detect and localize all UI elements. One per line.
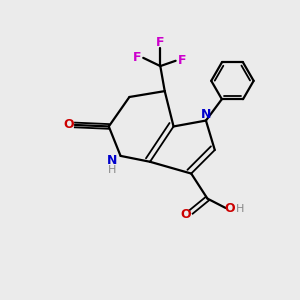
Text: O: O [225, 202, 236, 214]
Text: F: F [178, 54, 186, 67]
Text: F: F [156, 36, 165, 49]
Text: O: O [63, 118, 74, 131]
Text: H: H [236, 205, 244, 214]
Text: N: N [107, 154, 118, 167]
Text: H: H [108, 165, 116, 175]
Text: F: F [133, 51, 141, 64]
Text: N: N [201, 108, 212, 121]
Text: O: O [180, 208, 190, 221]
